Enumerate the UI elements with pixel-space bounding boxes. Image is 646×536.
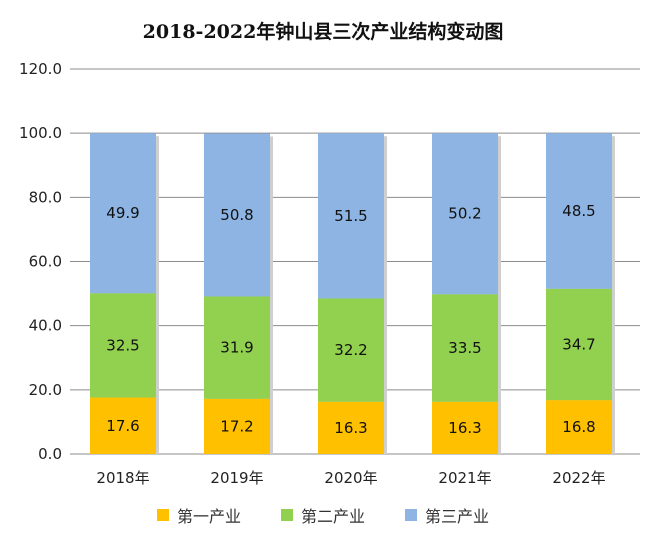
data-label-primary: 17.2 bbox=[220, 417, 253, 435]
bar-secondary-2019年 bbox=[204, 296, 270, 399]
data-label-secondary: 31.9 bbox=[220, 339, 253, 357]
data-label-tertiary: 50.2 bbox=[448, 205, 481, 223]
data-label-primary: 16.3 bbox=[448, 419, 481, 437]
data-label-tertiary: 48.5 bbox=[562, 202, 595, 220]
y-tick-label: 0.0 bbox=[38, 445, 62, 463]
bar-primary-2021年 bbox=[432, 401, 498, 454]
y-tick-label: 20.0 bbox=[29, 381, 62, 399]
x-tick-label: 2021年 bbox=[438, 469, 491, 487]
x-tick-label: 2022年 bbox=[552, 469, 605, 487]
bar-tertiary-2018年 bbox=[90, 133, 156, 294]
data-label-primary: 16.3 bbox=[334, 419, 367, 437]
bars bbox=[90, 133, 615, 455]
bar-primary-2022年 bbox=[546, 400, 612, 454]
legend-label-primary: 第一产业 bbox=[176, 507, 241, 526]
y-tick-label: 100.0 bbox=[19, 124, 62, 142]
legend-label-secondary: 第二产业 bbox=[300, 507, 365, 526]
legend-item-primary: 第一产业 bbox=[156, 503, 241, 527]
data-label-primary: 16.8 bbox=[562, 418, 595, 436]
legend-swatch-secondary bbox=[280, 509, 293, 521]
bar-primary-2020年 bbox=[318, 401, 384, 454]
chart-area: 0.0 20.0 40.0 60.0 80.0 100.0 120.0 17.6 32.5 49… bbox=[19, 60, 640, 487]
bar-secondary-2018年 bbox=[90, 293, 156, 398]
legend-item-tertiary: 第三产业 bbox=[405, 503, 489, 527]
data-label-primary: 17.6 bbox=[106, 417, 139, 435]
data-labels: 17.6 32.5 49.9 17.2 31.9 50.8 16.3 32.2 51.5 16.3… bbox=[106, 202, 595, 437]
bar-secondary-2021年 bbox=[432, 294, 498, 402]
legend-label-tertiary: 第三产业 bbox=[425, 507, 490, 526]
bar-secondary-2020年 bbox=[318, 298, 384, 402]
y-tick-label: 40.0 bbox=[29, 317, 62, 335]
bar-secondary-2022年 bbox=[546, 288, 612, 401]
data-label-tertiary: 50.8 bbox=[220, 206, 253, 224]
legend-item-secondary: 第二产业 bbox=[280, 503, 365, 527]
x-tick-label: 2019年 bbox=[210, 469, 263, 487]
x-tick-label: 2018年 bbox=[96, 469, 149, 487]
data-label-secondary: 32.2 bbox=[334, 341, 367, 359]
bar-tertiary-2021年 bbox=[432, 133, 498, 295]
x-axis: 2018年 2019年 2020年 2021年 2022年 bbox=[96, 469, 605, 487]
bar-tertiary-2019年 bbox=[204, 133, 270, 297]
chart-title: 2018-2022年钟山县三次产业结构变动图 bbox=[142, 21, 504, 43]
bar-primary-2019年 bbox=[204, 398, 270, 454]
data-label-secondary: 34.7 bbox=[562, 335, 595, 353]
y-tick-label: 60.0 bbox=[29, 253, 62, 271]
legend-swatch-primary bbox=[156, 509, 169, 521]
bar-tertiary-2022年 bbox=[546, 133, 612, 289]
legend-swatch-tertiary bbox=[405, 509, 417, 521]
data-label-tertiary: 49.9 bbox=[106, 204, 139, 222]
data-label-secondary: 32.5 bbox=[106, 336, 139, 354]
x-tick-label: 2020年 bbox=[324, 469, 377, 487]
bar-primary-2018年 bbox=[90, 397, 156, 454]
y-tick-label: 120.0 bbox=[19, 60, 62, 78]
data-label-tertiary: 51.5 bbox=[334, 207, 367, 225]
bar-tertiary-2020年 bbox=[318, 133, 384, 299]
y-tick-label: 80.0 bbox=[29, 188, 62, 206]
data-label-secondary: 33.5 bbox=[448, 339, 481, 357]
y-axis: 0.0 20.0 40.0 60.0 80.0 100.0 120.0 bbox=[19, 60, 62, 463]
legend: 第一产业 第二产业 第三产业 bbox=[0, 503, 646, 527]
